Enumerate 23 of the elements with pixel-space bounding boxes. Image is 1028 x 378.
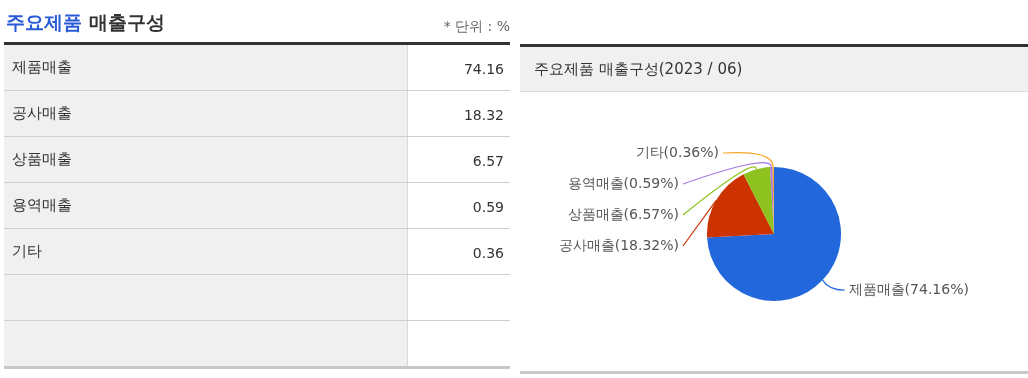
category-label: 상품매출 xyxy=(4,137,408,182)
slice-label: 상품매출 xyxy=(567,205,624,222)
data-label: 74.16 xyxy=(462,60,505,79)
chart-title: 주요제품 매출구성(2023 / 06) xyxy=(520,47,1028,92)
slice-label: 용역매출 xyxy=(567,174,624,191)
data-label: 0.36 xyxy=(471,244,505,263)
data-label: 18.32 xyxy=(462,106,505,125)
text: * 단위 : % xyxy=(443,18,510,36)
data-label: (18.32%) xyxy=(614,236,680,253)
data-label: (0.59%) xyxy=(623,174,680,191)
data-label: (0.36%) xyxy=(663,143,720,160)
slice-label: 기타 xyxy=(635,143,664,160)
slice-label: 공사매출 xyxy=(558,236,615,253)
category-label: 제품매출 xyxy=(4,45,408,90)
slice-label: 제품매출 xyxy=(848,280,905,297)
category-label: 공사매출 xyxy=(4,91,408,136)
data-label: (6.57%) xyxy=(623,205,680,222)
data-label: 6.57 xyxy=(471,152,505,171)
text: 주요제품 매출구성 xyxy=(6,10,165,35)
category-label: 용역매출 xyxy=(4,183,408,228)
data-label: 0.59 xyxy=(471,198,505,217)
category-label: 기타 xyxy=(4,229,408,274)
data-label: (74.16%) xyxy=(904,280,969,297)
